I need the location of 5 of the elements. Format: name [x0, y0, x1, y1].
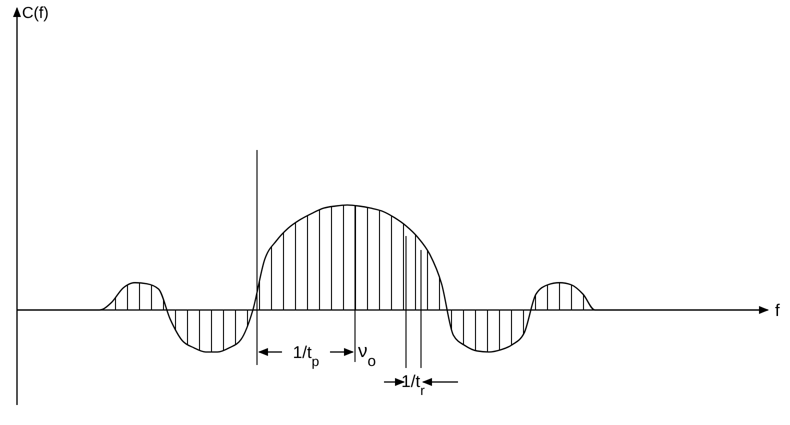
x-axis-title: f: [775, 301, 780, 320]
annotation: ν$_{o}$: [358, 341, 376, 370]
annotation: 1/t$_{p}$: [292, 343, 320, 368]
text: 1/t$_{r}$: [401, 372, 426, 398]
text: C(f): [22, 5, 49, 22]
